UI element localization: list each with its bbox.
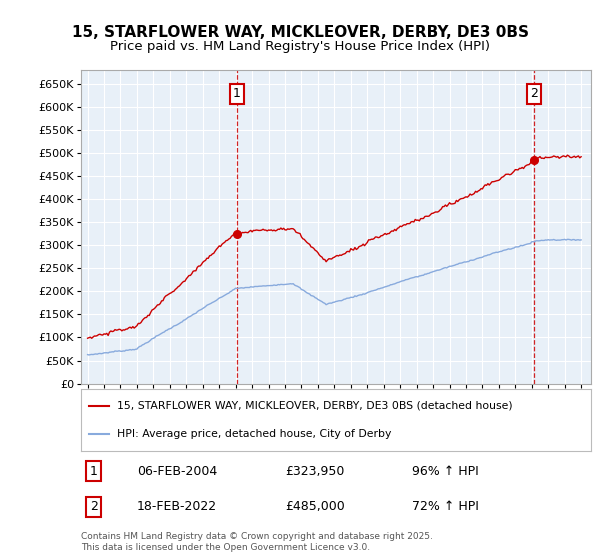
Text: 18-FEB-2022: 18-FEB-2022: [137, 500, 217, 514]
Text: 06-FEB-2004: 06-FEB-2004: [137, 465, 217, 478]
Text: £485,000: £485,000: [285, 500, 345, 514]
Text: 96% ↑ HPI: 96% ↑ HPI: [413, 465, 479, 478]
Text: 2: 2: [530, 87, 538, 100]
Text: 1: 1: [233, 87, 241, 100]
Text: Price paid vs. HM Land Registry's House Price Index (HPI): Price paid vs. HM Land Registry's House …: [110, 40, 490, 53]
Text: 1: 1: [90, 465, 98, 478]
Text: £323,950: £323,950: [285, 465, 344, 478]
Text: 2: 2: [90, 500, 98, 514]
Text: HPI: Average price, detached house, City of Derby: HPI: Average price, detached house, City…: [116, 428, 391, 438]
Text: Contains HM Land Registry data © Crown copyright and database right 2025.
This d: Contains HM Land Registry data © Crown c…: [81, 532, 433, 552]
Text: 15, STARFLOWER WAY, MICKLEOVER, DERBY, DE3 0BS: 15, STARFLOWER WAY, MICKLEOVER, DERBY, D…: [71, 25, 529, 40]
Text: 15, STARFLOWER WAY, MICKLEOVER, DERBY, DE3 0BS (detached house): 15, STARFLOWER WAY, MICKLEOVER, DERBY, D…: [116, 401, 512, 411]
Text: 72% ↑ HPI: 72% ↑ HPI: [413, 500, 479, 514]
